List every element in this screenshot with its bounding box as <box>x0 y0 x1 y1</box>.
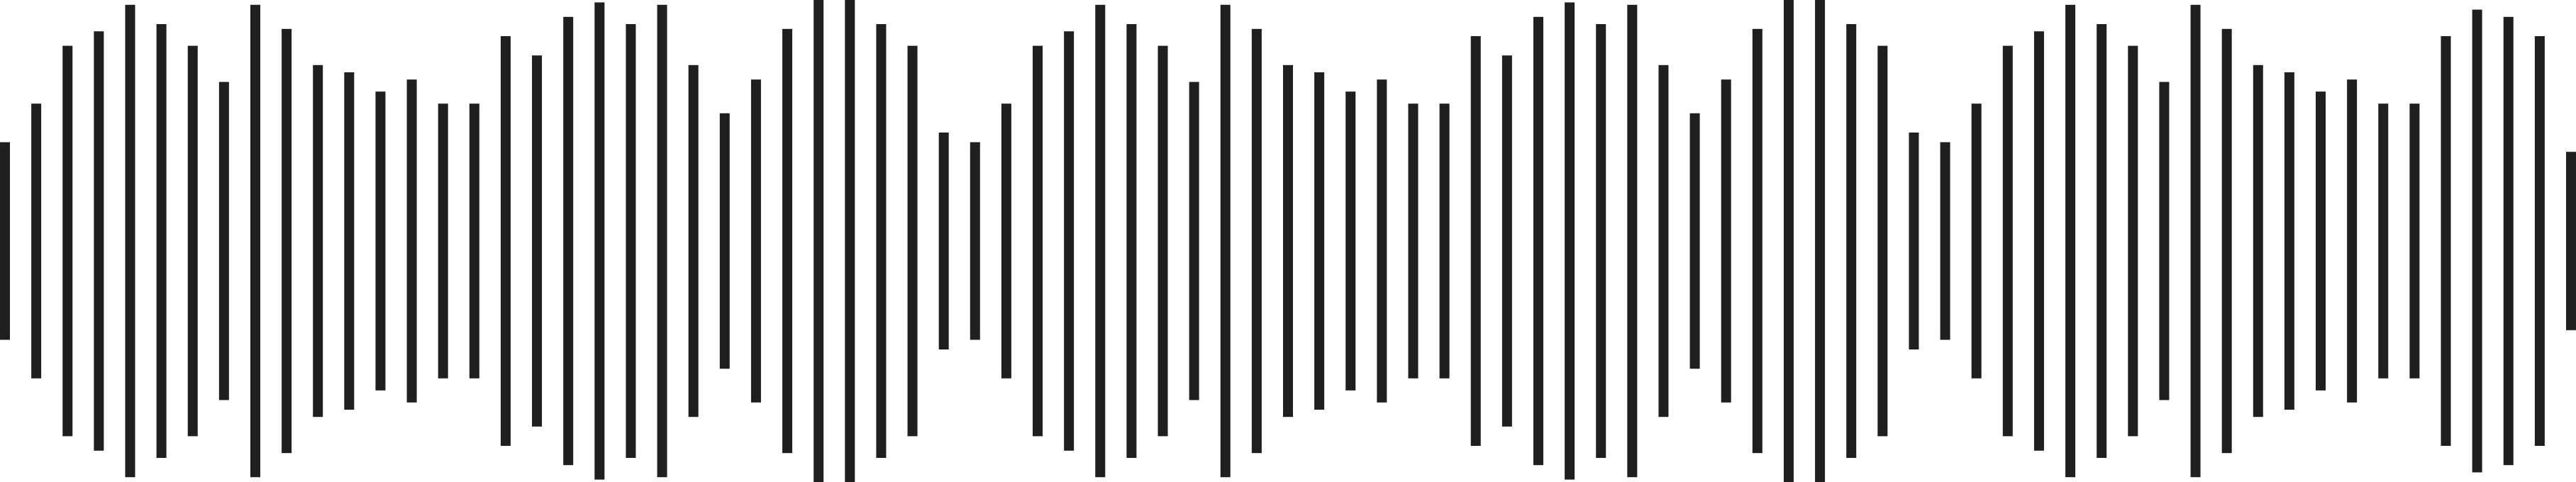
waveform-bar <box>344 72 355 410</box>
waveform-bar <box>970 142 980 340</box>
waveform-bar <box>2097 24 2107 458</box>
waveform-bar <box>2566 152 2576 330</box>
waveform-bar <box>2033 31 2044 451</box>
waveform-bar <box>1689 113 1700 369</box>
waveform-bar <box>1533 16 1543 466</box>
waveform-bar <box>2316 91 2326 391</box>
waveform-bar <box>2503 16 2514 466</box>
waveform-bar <box>1189 82 1199 400</box>
waveform-bar <box>1439 103 1450 379</box>
waveform-bar <box>876 24 887 458</box>
waveform-bar <box>563 16 574 466</box>
waveform-bar <box>1408 103 1419 379</box>
waveform-bar <box>2190 4 2201 478</box>
waveform-bar <box>2002 45 2013 437</box>
waveform-bar <box>1815 0 1826 482</box>
waveform-bar <box>1095 4 1106 478</box>
waveform-bar <box>1752 28 1762 454</box>
waveform-bar <box>594 2 605 480</box>
waveform-bar <box>907 45 918 437</box>
waveform-bar <box>62 45 73 437</box>
waveform-bar <box>1157 45 1168 437</box>
waveform-bar <box>2253 65 2263 417</box>
waveform-bar <box>1470 36 1481 446</box>
waveform-bar <box>94 31 104 451</box>
waveform-bar <box>1721 79 1731 403</box>
waveform-bar <box>1783 0 1794 482</box>
waveform-bar <box>1596 24 1606 458</box>
waveform-bar <box>782 28 793 454</box>
waveform-bar <box>2347 79 2358 403</box>
waveform-bar <box>2409 103 2420 379</box>
waveform-bar <box>1940 142 1950 340</box>
waveform-bar <box>1971 103 1982 379</box>
waveform-bar <box>1064 31 1075 451</box>
waveform-bar <box>125 4 135 478</box>
waveform-bar <box>1909 133 1919 349</box>
waveform-bar <box>657 4 667 478</box>
waveform-bar <box>1314 72 1325 410</box>
waveform-bar <box>1001 103 1011 379</box>
waveform-bar <box>1126 24 1137 458</box>
waveform-bar <box>1846 24 1857 458</box>
waveform-bar <box>1251 28 1262 454</box>
waveform-bar <box>719 113 730 369</box>
waveform-bar <box>1565 2 1575 480</box>
waveform-bar <box>2284 72 2294 410</box>
waveform-bar <box>1033 45 1043 437</box>
waveform-bar <box>845 0 855 482</box>
waveform-bar <box>814 0 824 482</box>
waveform-bar <box>375 91 386 391</box>
waveform-bar <box>2159 82 2170 400</box>
waveform-bar <box>2128 45 2138 437</box>
waveform-bar <box>1283 65 1293 417</box>
waveform-bar <box>1345 91 1356 391</box>
waveform-bar <box>313 65 323 417</box>
waveform-bar <box>688 65 699 417</box>
waveform-bar <box>626 24 636 458</box>
waveform-bar <box>938 133 949 349</box>
waveform-bar <box>187 45 198 437</box>
waveform-bar <box>500 36 511 446</box>
waveform-bar <box>532 55 543 427</box>
waveform-bar <box>282 28 292 454</box>
waveform-bar <box>438 103 448 379</box>
waveform-bar <box>2378 103 2389 379</box>
waveform-bar <box>2065 4 2076 478</box>
waveform-bar <box>1877 45 1888 437</box>
waveform-bar <box>2534 36 2545 446</box>
waveform-bar <box>469 103 479 379</box>
waveform-bar <box>1627 4 1638 478</box>
waveform-bar <box>31 103 42 379</box>
waveform-bar <box>750 79 761 403</box>
waveform-bar <box>406 79 417 403</box>
waveform-bar <box>1658 65 1669 417</box>
waveform-bar <box>0 142 10 340</box>
waveform-bar <box>2221 28 2232 454</box>
waveform-bar <box>250 4 260 478</box>
waveform-bar <box>1501 55 1512 427</box>
waveform-bar <box>1377 79 1387 403</box>
waveform-bar <box>2472 9 2482 473</box>
waveform-bar <box>218 82 229 400</box>
waveform-bar <box>1220 4 1231 478</box>
waveform-bar <box>156 24 167 458</box>
waveform-bar <box>2441 36 2451 446</box>
